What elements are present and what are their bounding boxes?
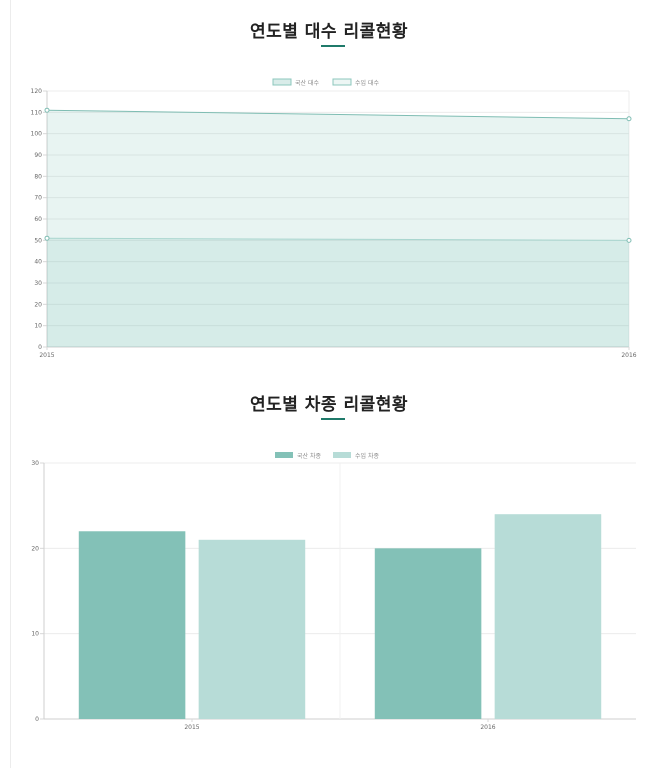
y-tick-label: 80 (34, 173, 42, 180)
title-underline-models (321, 418, 345, 420)
x-tick-label: 2016 (621, 352, 636, 359)
legend-label-1: 국산 차종 (297, 452, 321, 460)
y-tick-label: 60 (34, 216, 42, 223)
data-point-2-1 (44, 107, 50, 113)
legend-label-2: 수입 차종 (355, 452, 379, 460)
bar-2-2 (494, 514, 602, 719)
legend-swatch-2 (332, 78, 352, 86)
y-tick-label: 0 (35, 716, 39, 723)
legend-swatch-1 (272, 78, 292, 86)
y-tick-label: 20 (31, 545, 39, 552)
data-point-2-2 (626, 116, 632, 122)
bar-1-2 (374, 548, 482, 719)
y-tick-label: 10 (31, 631, 39, 638)
title-underline-units (321, 45, 345, 47)
data-point-1-2 (626, 237, 632, 243)
section-title-units: 연도별 대수 리콜현황 (249, 22, 409, 42)
y-tick-label: 30 (34, 280, 42, 287)
y-tick-label: 10 (34, 323, 42, 330)
series-line-2 (46, 109, 630, 120)
y-tick-label: 110 (31, 109, 43, 116)
y-tick-label: 40 (34, 259, 42, 266)
bar-chart: 국산 차종 수입 차종 0 10 20 30 2015 2016 (31, 452, 636, 731)
legend-swatch-1 (275, 452, 293, 458)
x-tick-label: 2015 (184, 724, 199, 731)
y-tick-label: 50 (34, 237, 42, 244)
y-tick-label: 0 (38, 344, 42, 351)
bar-1-1 (78, 531, 186, 719)
section-title-models: 연도별 차종 리콜현황 (249, 395, 409, 415)
area-chart: 국산 대수 수입 대수 0 10 20 30 40 50 60 70 80 90 100 110 120 20… (31, 78, 637, 359)
legend-label-2: 수입 대수 (355, 79, 379, 87)
area-fill-2 (47, 110, 629, 347)
left-divider (10, 0, 11, 768)
x-tick-label: 2016 (480, 724, 495, 731)
y-tick-label: 120 (31, 88, 43, 95)
area-fill-1 (47, 238, 629, 347)
legend-swatch-2 (333, 452, 351, 458)
series-line-1 (46, 237, 630, 241)
y-tick-label: 100 (31, 131, 43, 138)
y-tick-label: 20 (34, 301, 42, 308)
y-tick-label: 90 (34, 152, 42, 159)
legend-label-1: 국산 대수 (295, 79, 319, 87)
y-tick-label: 30 (31, 460, 39, 467)
bar-2-1 (198, 539, 306, 719)
data-point-1-1 (44, 235, 50, 241)
x-tick-label: 2015 (39, 352, 54, 359)
y-tick-label: 70 (34, 195, 42, 202)
